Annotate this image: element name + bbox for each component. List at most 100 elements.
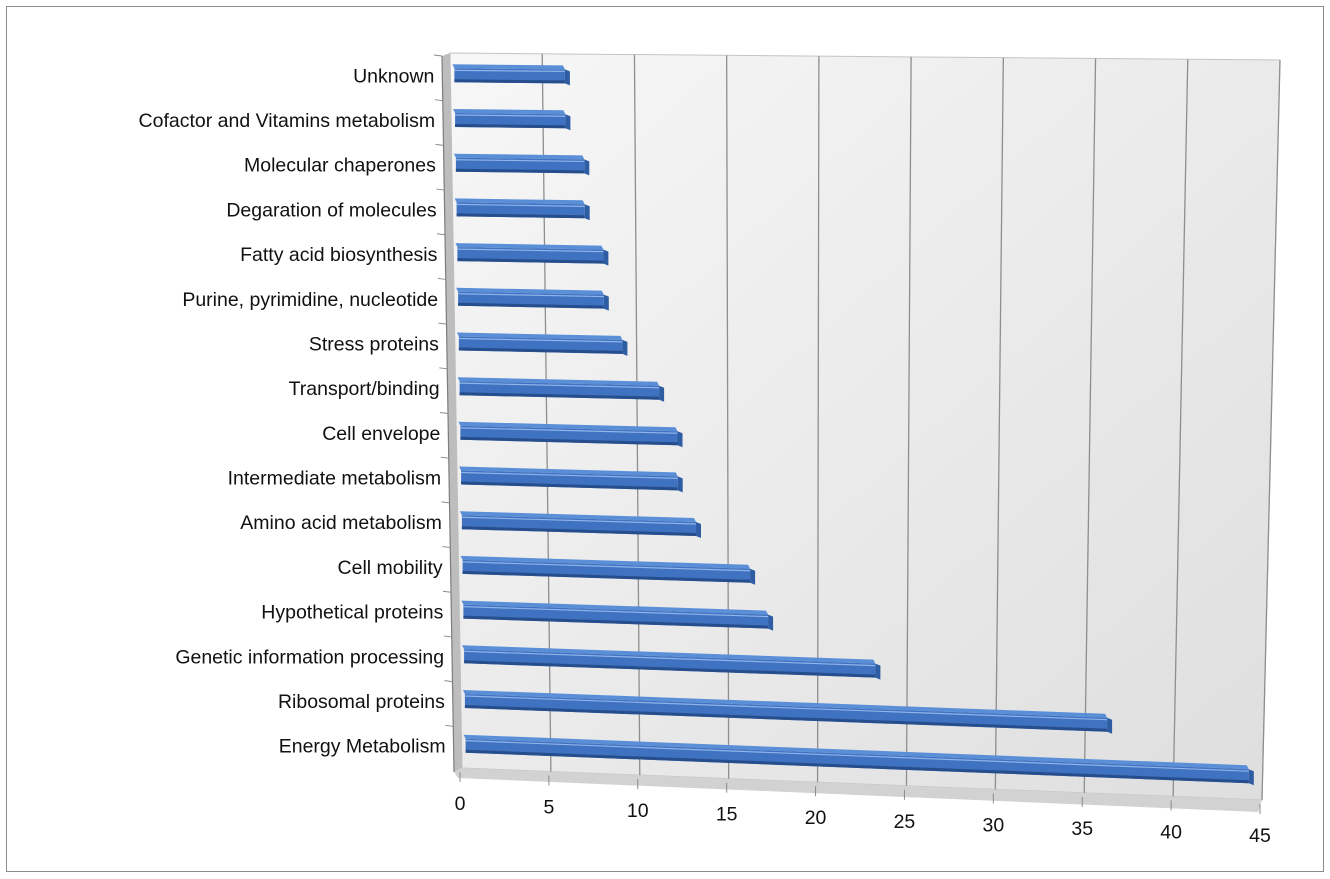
y-tick-mark <box>439 412 449 414</box>
y-tick-mark <box>436 233 446 236</box>
category-label: Intermediate metabolism <box>228 468 442 490</box>
bar-highlight <box>464 650 876 667</box>
bar-highlight <box>458 337 623 343</box>
bar-highlight <box>462 561 751 572</box>
bar-bottom-edge <box>455 124 566 129</box>
bar-top-face <box>453 153 585 160</box>
bar-end-cap <box>603 294 609 311</box>
bar-bottom-edge <box>460 436 678 446</box>
y-tick-mark <box>438 322 447 325</box>
bar-bottom-edge <box>457 258 604 264</box>
bar-bottom-edge <box>464 660 876 678</box>
y-tick-mark <box>442 546 451 549</box>
bar-end-cap <box>565 114 571 131</box>
x-tick-label: 40 <box>1160 821 1182 843</box>
bar <box>463 734 1254 786</box>
y-tick-mark <box>435 143 444 146</box>
bar-top-face <box>456 332 623 340</box>
x-tick-label: 45 <box>1249 825 1271 847</box>
bar <box>457 377 665 402</box>
x-tick-label: 25 <box>894 811 916 833</box>
bar <box>455 243 609 266</box>
bar-end-cap <box>584 159 590 176</box>
category-label: Ribosomal proteins <box>278 691 445 713</box>
bar <box>454 198 590 221</box>
bar-end-cap <box>622 339 628 356</box>
bar <box>462 690 1113 734</box>
bar-highlight <box>463 605 769 618</box>
bar-front-face <box>464 694 1108 732</box>
gridline <box>905 56 912 786</box>
bar-bottom-edge <box>462 570 751 583</box>
bar-end-cap <box>1107 717 1113 734</box>
y-tick-mark <box>443 635 452 638</box>
bar-bottom-edge <box>458 347 623 354</box>
x-tick-label: 10 <box>627 800 649 822</box>
bar-end-cap <box>564 69 570 86</box>
y-tick-mark <box>445 724 454 727</box>
bar <box>456 332 628 356</box>
bar-top-face <box>459 511 696 522</box>
bar-end-cap <box>584 204 590 221</box>
x-tick-label: 15 <box>716 804 738 826</box>
bar-highlight <box>455 159 585 163</box>
x-tick-label: 35 <box>1071 818 1093 840</box>
category-label: Cofactor and Vitamins metabolism <box>139 110 436 132</box>
gridline <box>994 57 1004 790</box>
bar-front-face <box>464 649 876 678</box>
bar-top-face <box>459 466 678 477</box>
category-label: Degaration of molecules <box>226 199 437 221</box>
bar-top-face <box>462 645 876 664</box>
bar-highlight <box>458 293 604 298</box>
category-label: Amino acid metabolism <box>240 512 442 534</box>
y-tick-mark <box>441 501 450 504</box>
x-tick-label: 0 <box>455 793 466 815</box>
bar <box>460 555 756 585</box>
bar <box>453 153 590 176</box>
bar-bottom-edge <box>465 749 1249 784</box>
bar-end-cap <box>1248 769 1254 786</box>
bar-bottom-edge <box>456 213 585 219</box>
bar-top-face <box>455 243 604 250</box>
bar-end-cap <box>677 476 683 493</box>
y-tick-mark <box>440 456 449 459</box>
x-tick-label: 20 <box>805 807 827 829</box>
category-label: Cell envelope <box>322 423 440 445</box>
bar-end-cap <box>677 431 683 448</box>
bar-top-face <box>461 600 769 615</box>
y-tick-mark <box>442 590 452 593</box>
category-label: Purine, pyrimidine, nucleotide <box>182 289 438 311</box>
bar <box>459 511 701 538</box>
category-label: Molecular chaperones <box>244 155 436 177</box>
bar <box>458 421 683 448</box>
bar <box>452 64 570 86</box>
bar-front-face <box>463 604 769 629</box>
y-tick-mark <box>433 54 443 57</box>
bar-end-cap <box>659 385 665 402</box>
bar <box>462 645 881 680</box>
bar <box>461 600 774 631</box>
bar-end-cap <box>696 522 701 538</box>
y-tick-mark <box>437 277 446 280</box>
bar-bottom-edge <box>461 481 678 491</box>
bar-front-face <box>462 559 751 583</box>
bar-top-face <box>453 109 566 115</box>
gridline <box>1172 59 1189 797</box>
category-label: Hypothetical proteins <box>261 602 443 624</box>
bar-highlight <box>461 516 696 525</box>
x-tick-label: 30 <box>982 814 1004 836</box>
bar-top-face <box>458 421 678 432</box>
bar-highlight <box>457 248 604 253</box>
plot-floor <box>454 768 1262 812</box>
category-label: Genetic information processing <box>175 646 444 668</box>
y-tick-mark <box>434 99 443 102</box>
bar-bottom-edge <box>455 168 585 174</box>
bar-top-face <box>452 64 565 70</box>
y-axis-line <box>441 55 455 773</box>
bar-highlight <box>454 69 565 72</box>
gridline <box>1083 58 1097 793</box>
bar-end-cap <box>875 663 881 680</box>
plot-side-wall <box>442 53 462 772</box>
category-label: Cell mobility <box>338 557 443 579</box>
bar-top-face <box>462 690 1108 718</box>
